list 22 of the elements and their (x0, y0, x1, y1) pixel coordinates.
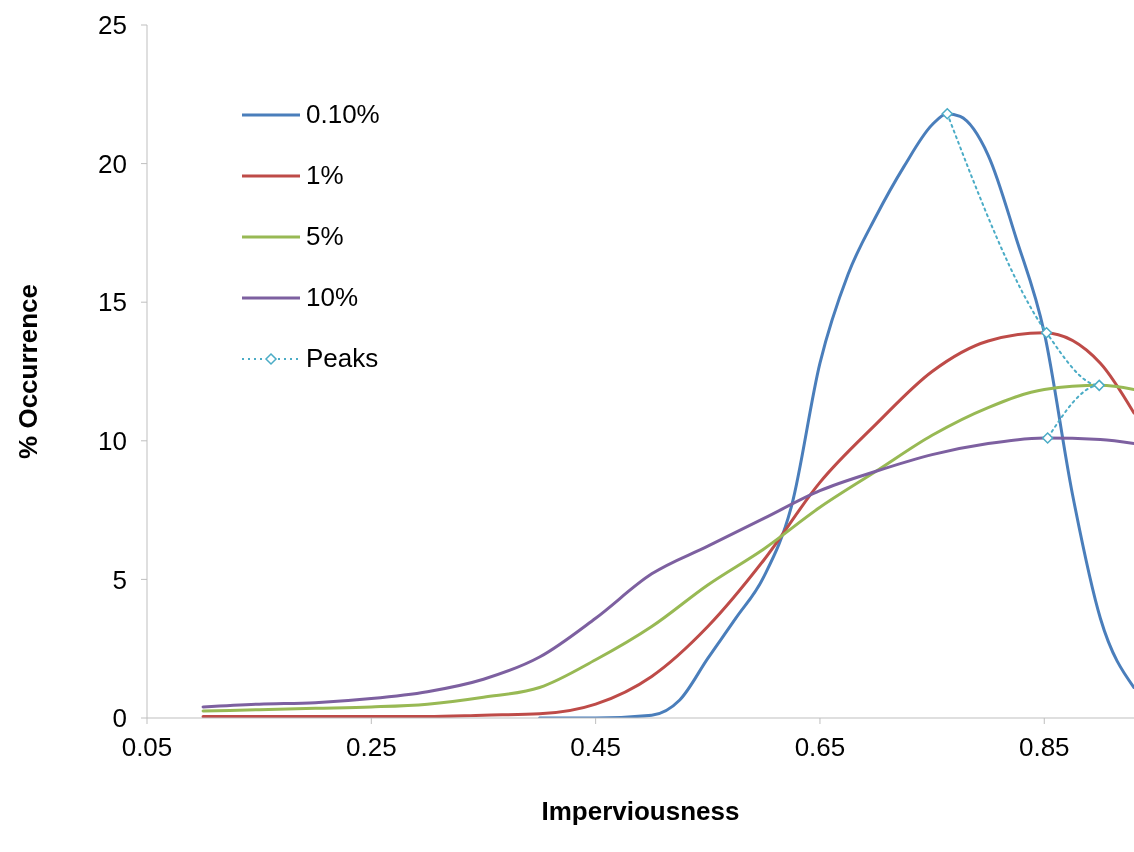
y-tick-label: 5 (112, 564, 127, 595)
legend-label: 0.10% (306, 98, 380, 131)
legend-label: 5% (306, 220, 344, 253)
y-tick-label: 0 (112, 703, 127, 734)
y-tick-label: 10 (98, 426, 127, 457)
x-tick-label: 0.85 (1018, 732, 1070, 763)
point (1040, 326, 1053, 339)
x-tick-label: 0.45 (570, 732, 621, 763)
legend-label: 10% (306, 281, 359, 314)
point (1041, 432, 1054, 444)
point (941, 107, 954, 120)
y-axis-title: % Occurrence (13, 284, 44, 459)
y-tick-label: 15 (98, 287, 127, 318)
legend-label: Peaks (306, 342, 379, 375)
x-tick-label: 0.25 (346, 732, 397, 763)
point (1093, 379, 1105, 392)
x-tick-label: 0.05 (121, 732, 173, 763)
y-tick-label: 25 (98, 10, 127, 41)
x-axis-title: Imperviousness (541, 796, 740, 826)
y-tick-label: 20 (98, 148, 127, 179)
x-tick-label: 0.65 (794, 732, 846, 763)
legend-label: 1% (306, 159, 344, 192)
